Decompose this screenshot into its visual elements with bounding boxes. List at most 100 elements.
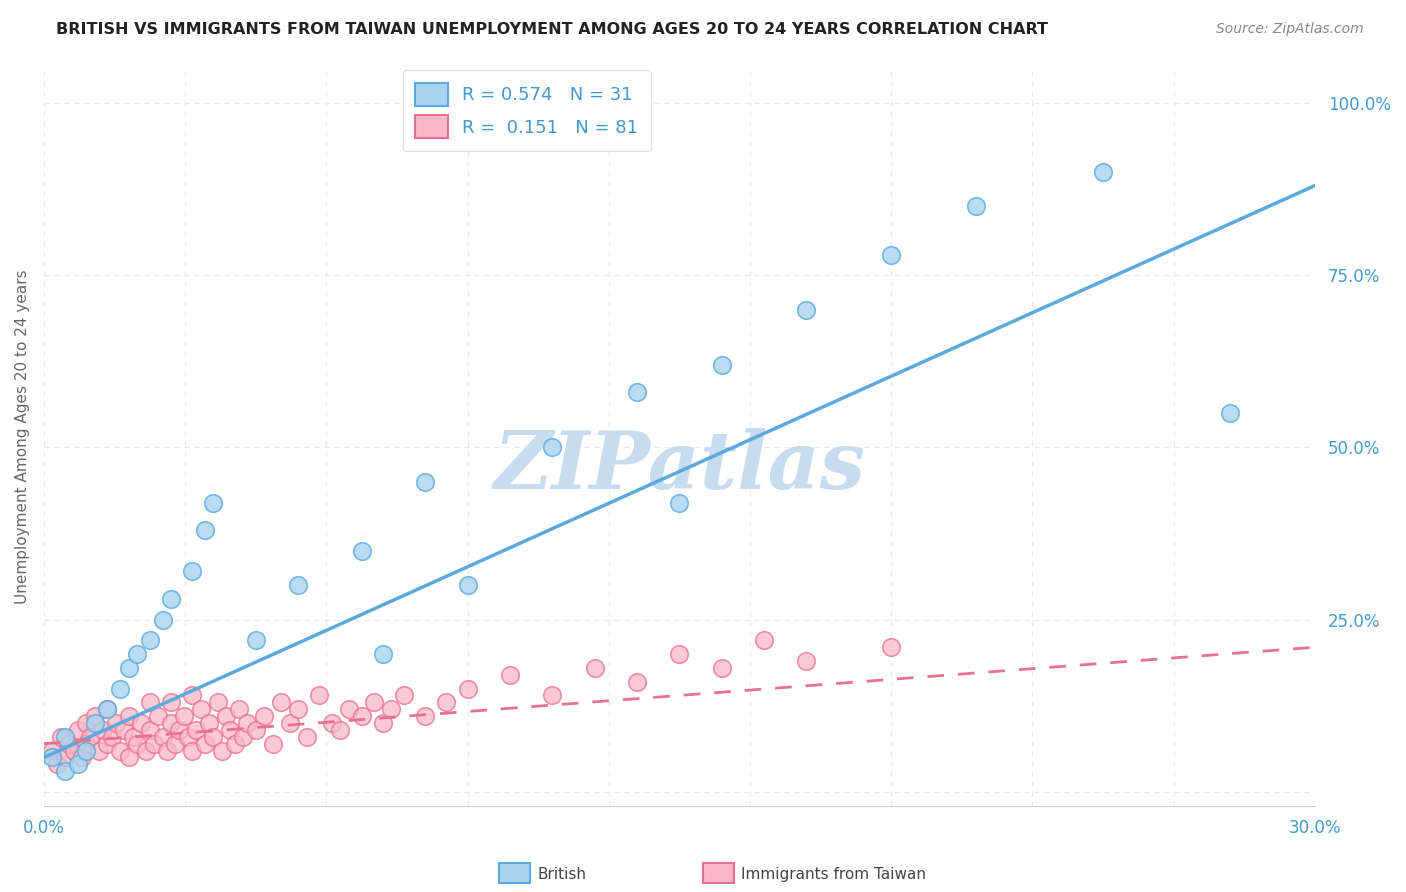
Point — [83, 716, 105, 731]
Point — [100, 730, 122, 744]
Point — [499, 667, 522, 681]
Point — [194, 523, 217, 537]
Point — [194, 737, 217, 751]
Legend: R = 0.574   N = 31, R =  0.151   N = 81: R = 0.574 N = 31, R = 0.151 N = 81 — [402, 70, 651, 151]
Point — [457, 681, 479, 696]
Text: British: British — [537, 867, 586, 881]
Point — [236, 716, 259, 731]
Point — [965, 199, 987, 213]
Point — [108, 681, 131, 696]
Point — [541, 689, 564, 703]
Point — [668, 495, 690, 509]
Point — [413, 709, 436, 723]
Point — [278, 716, 301, 731]
Point — [108, 743, 131, 757]
Point — [262, 737, 284, 751]
Point — [91, 723, 114, 737]
Point — [70, 750, 93, 764]
Text: Immigrants from Taiwan: Immigrants from Taiwan — [741, 867, 927, 881]
Point — [434, 695, 457, 709]
Point — [143, 737, 166, 751]
Point — [87, 743, 110, 757]
Point — [45, 757, 67, 772]
Point — [457, 578, 479, 592]
Point — [139, 633, 162, 648]
Point — [350, 709, 373, 723]
Point — [363, 695, 385, 709]
Point — [380, 702, 402, 716]
Point — [41, 750, 63, 764]
Point — [49, 730, 72, 744]
Point — [308, 689, 330, 703]
Point — [96, 702, 118, 716]
Point — [165, 737, 187, 751]
Point — [202, 495, 225, 509]
Point — [41, 743, 63, 757]
Point — [75, 737, 97, 751]
Point — [321, 716, 343, 731]
Point — [152, 613, 174, 627]
Text: BRITISH VS IMMIGRANTS FROM TAIWAN UNEMPLOYMENT AMONG AGES 20 TO 24 YEARS CORRELA: BRITISH VS IMMIGRANTS FROM TAIWAN UNEMPL… — [56, 22, 1049, 37]
Point — [181, 743, 204, 757]
Point — [710, 661, 733, 675]
Point — [75, 743, 97, 757]
Point — [752, 633, 775, 648]
Point — [413, 475, 436, 489]
Point — [350, 543, 373, 558]
Point — [337, 702, 360, 716]
Point — [287, 702, 309, 716]
Point — [583, 661, 606, 675]
Point — [245, 633, 267, 648]
Y-axis label: Unemployment Among Ages 20 to 24 years: Unemployment Among Ages 20 to 24 years — [15, 269, 30, 605]
Point — [228, 702, 250, 716]
Point — [211, 743, 233, 757]
Point — [371, 647, 394, 661]
Point — [270, 695, 292, 709]
Point — [796, 654, 818, 668]
Text: Source: ZipAtlas.com: Source: ZipAtlas.com — [1216, 22, 1364, 37]
Point — [66, 723, 89, 737]
Point — [53, 764, 76, 779]
Point — [53, 750, 76, 764]
Point — [62, 743, 84, 757]
Point — [121, 730, 143, 744]
Point — [186, 723, 208, 737]
Point — [880, 247, 903, 261]
Point — [160, 695, 183, 709]
Point — [117, 709, 139, 723]
Point — [219, 723, 242, 737]
Point — [139, 695, 162, 709]
Point — [253, 709, 276, 723]
Point — [287, 578, 309, 592]
Text: ZIPatlas: ZIPatlas — [494, 428, 866, 506]
Point — [173, 709, 195, 723]
Point — [232, 730, 254, 744]
Point — [160, 716, 183, 731]
Point — [177, 730, 200, 744]
Point — [53, 730, 76, 744]
Point — [202, 730, 225, 744]
Point — [224, 737, 246, 751]
Point — [75, 716, 97, 731]
Point — [117, 661, 139, 675]
Point — [156, 743, 179, 757]
Point — [152, 730, 174, 744]
Point — [626, 385, 648, 400]
Point — [58, 737, 80, 751]
Point — [148, 709, 170, 723]
Point — [710, 358, 733, 372]
Point — [626, 674, 648, 689]
Point — [135, 743, 157, 757]
Point — [207, 695, 229, 709]
Point — [392, 689, 415, 703]
Point — [181, 565, 204, 579]
Point — [96, 702, 118, 716]
Point — [104, 716, 127, 731]
Point — [169, 723, 191, 737]
Point — [295, 730, 318, 744]
Point — [215, 709, 238, 723]
Point — [880, 640, 903, 655]
Point — [245, 723, 267, 737]
Point — [117, 750, 139, 764]
Point — [127, 737, 149, 751]
